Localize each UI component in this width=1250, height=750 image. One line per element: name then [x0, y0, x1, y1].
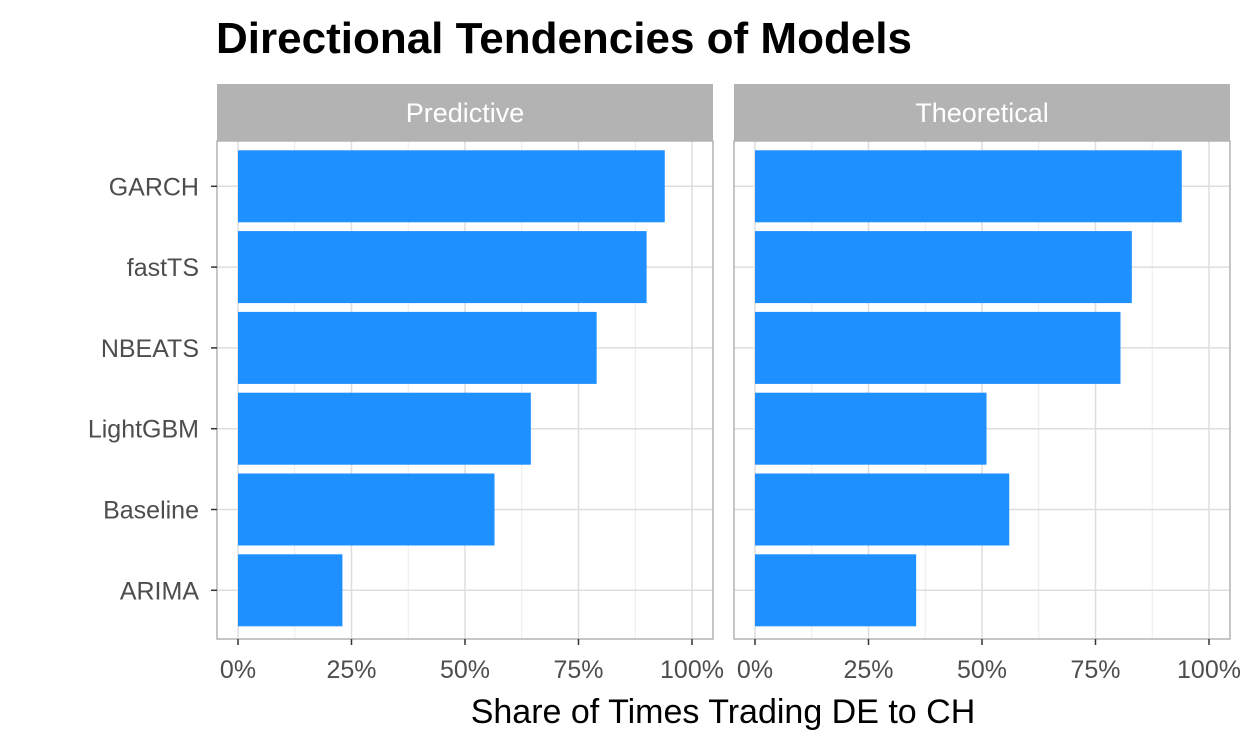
bar-predictive-fastts: [238, 231, 647, 304]
y-axis: GARCH fastTS NBEATS LightGBM Baseline ARIMA: [88, 173, 217, 605]
strip-label-predictive: Predictive: [406, 98, 525, 128]
x-tick-label: 75%: [553, 656, 603, 684]
x-tick-label: 50%: [957, 656, 1007, 684]
bar-theoretical-garch: [755, 150, 1182, 223]
x-tick-label: 0%: [220, 656, 256, 684]
x-tick-label: 0%: [737, 656, 773, 684]
x-tick-label: 25%: [326, 656, 376, 684]
bar-theoretical-fastts: [755, 231, 1132, 304]
strip-theoretical: [734, 84, 1230, 141]
panel-theoretical: Theoretical 0% 25% 50% 75% 100%: [733, 84, 1241, 684]
x-tick-label: 75%: [1070, 656, 1120, 684]
x-tick-label: 25%: [843, 656, 893, 684]
bar-theoretical-lightgbm: [755, 392, 987, 465]
y-tick-label-lightgbm: LightGBM: [88, 416, 199, 444]
panel-predictive: Predictive 0% 25% 50% 75% 100%: [216, 84, 724, 684]
bar-theoretical-nbeats: [755, 311, 1121, 384]
bar-predictive-lightgbm: [238, 392, 531, 465]
y-tick-label-fastts: fastTS: [127, 254, 199, 282]
strip-label-theoretical: Theoretical: [915, 98, 1049, 128]
bar-theoretical-baseline: [755, 473, 1010, 546]
chart-title: Directional Tendencies of Models: [216, 14, 912, 63]
y-tick-label-arima: ARIMA: [120, 577, 200, 605]
strip-predictive: [217, 84, 713, 141]
bar-predictive-garch: [238, 150, 665, 223]
bar-predictive-nbeats: [238, 311, 597, 384]
x-tick-label: 50%: [440, 656, 490, 684]
y-tick-label-baseline: Baseline: [103, 497, 199, 525]
y-tick-label-garch: GARCH: [109, 173, 199, 201]
chart-panels: Predictive 0% 25% 50% 75% 100% Theoretical 0% 25…: [216, 84, 1241, 684]
bar-predictive-arima: [238, 554, 343, 627]
bar-theoretical-arima: [755, 554, 917, 627]
y-tick-label-nbeats: NBEATS: [101, 335, 199, 363]
x-tick-label: 100%: [660, 656, 724, 684]
x-axis-title: Share of Times Trading DE to CH: [471, 693, 976, 731]
bar-predictive-baseline: [238, 473, 495, 546]
x-tick-label: 100%: [1177, 656, 1241, 684]
